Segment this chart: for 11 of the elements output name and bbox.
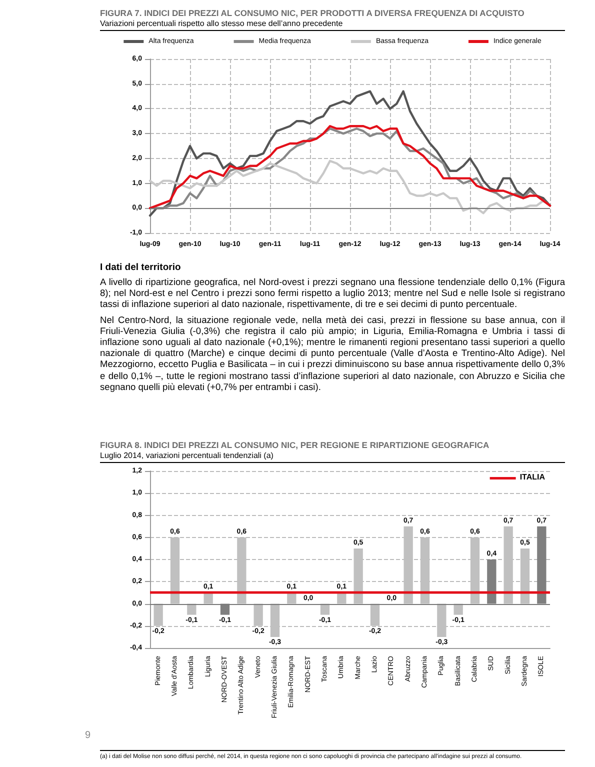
text: I dati del territorio xyxy=(100,262,182,273)
text: A livello di ripartizione geografica, nel Nord-ovest i prezzi segnano una flessione tendenziale dello 0,1% (Figura 8); nel Nord-est e nel Centro i prezzi sono fermi rispetto a luglio 2013; mentre nel Sud e nelle Isole si registrano tassi di inflazione superiori al dato nazionale, rispettivamente, di tre e sei decimi di punto percentuale. xyxy=(100,277,565,311)
chart-title: FIGURA 8. INDICI DEI PREZZI AL CONSUMO NIC, PER REGIONE E RIPARTIZIONE GEOGRAFICA xyxy=(100,440,490,450)
chart-subtitle: Variazioni percentuali rispetto allo stesso mese dell’anno precedente xyxy=(100,19,565,31)
line-series xyxy=(148,90,552,217)
legend-label: ITALIA xyxy=(520,472,546,482)
chart-title: FIGURA 7. INDICI DEI PREZZI AL CONSUMO NIC, PER PRODOTTI A DIVERSA FREQUENZA DI ACQUISTO xyxy=(100,8,526,18)
bar xyxy=(187,604,196,615)
text: Nel Centro-Nord, la situazione regionale vede, nella metà dei casi, prezzi in flessione su base annua, con il Friuli-Venezia Giulia (-0,3%) che registra il calo più ampio; in Liguria, Emilia-Romagna e Umbria i tassi di inflazione sono uguali al dato nazionale (+0,1%); mentre le rimanenti regioni presentano tassi superiori a quello nazionale di quattro (Marche) e cinque decimi di punto percentuale (Valle d’Aosta e Trentino-Alto Adige). Nel Mezzogiorno, eccetto Puglia e Basilicata – in cui i prezzi diminuiscono su base annua rispettivamente dello 0,3% e dello 0,1% –, tutte le regioni mostrano tassi d’inflazione superiori al dato nazionale, con Abruzzo e Sicilia che segnano quelli più elevati (+0,7% per entrambi i casi). xyxy=(100,314,565,394)
text: 9 xyxy=(85,730,91,741)
chart-subtitle: Luglio 2014, variazioni percentuali tendenziali (a) xyxy=(100,451,565,463)
